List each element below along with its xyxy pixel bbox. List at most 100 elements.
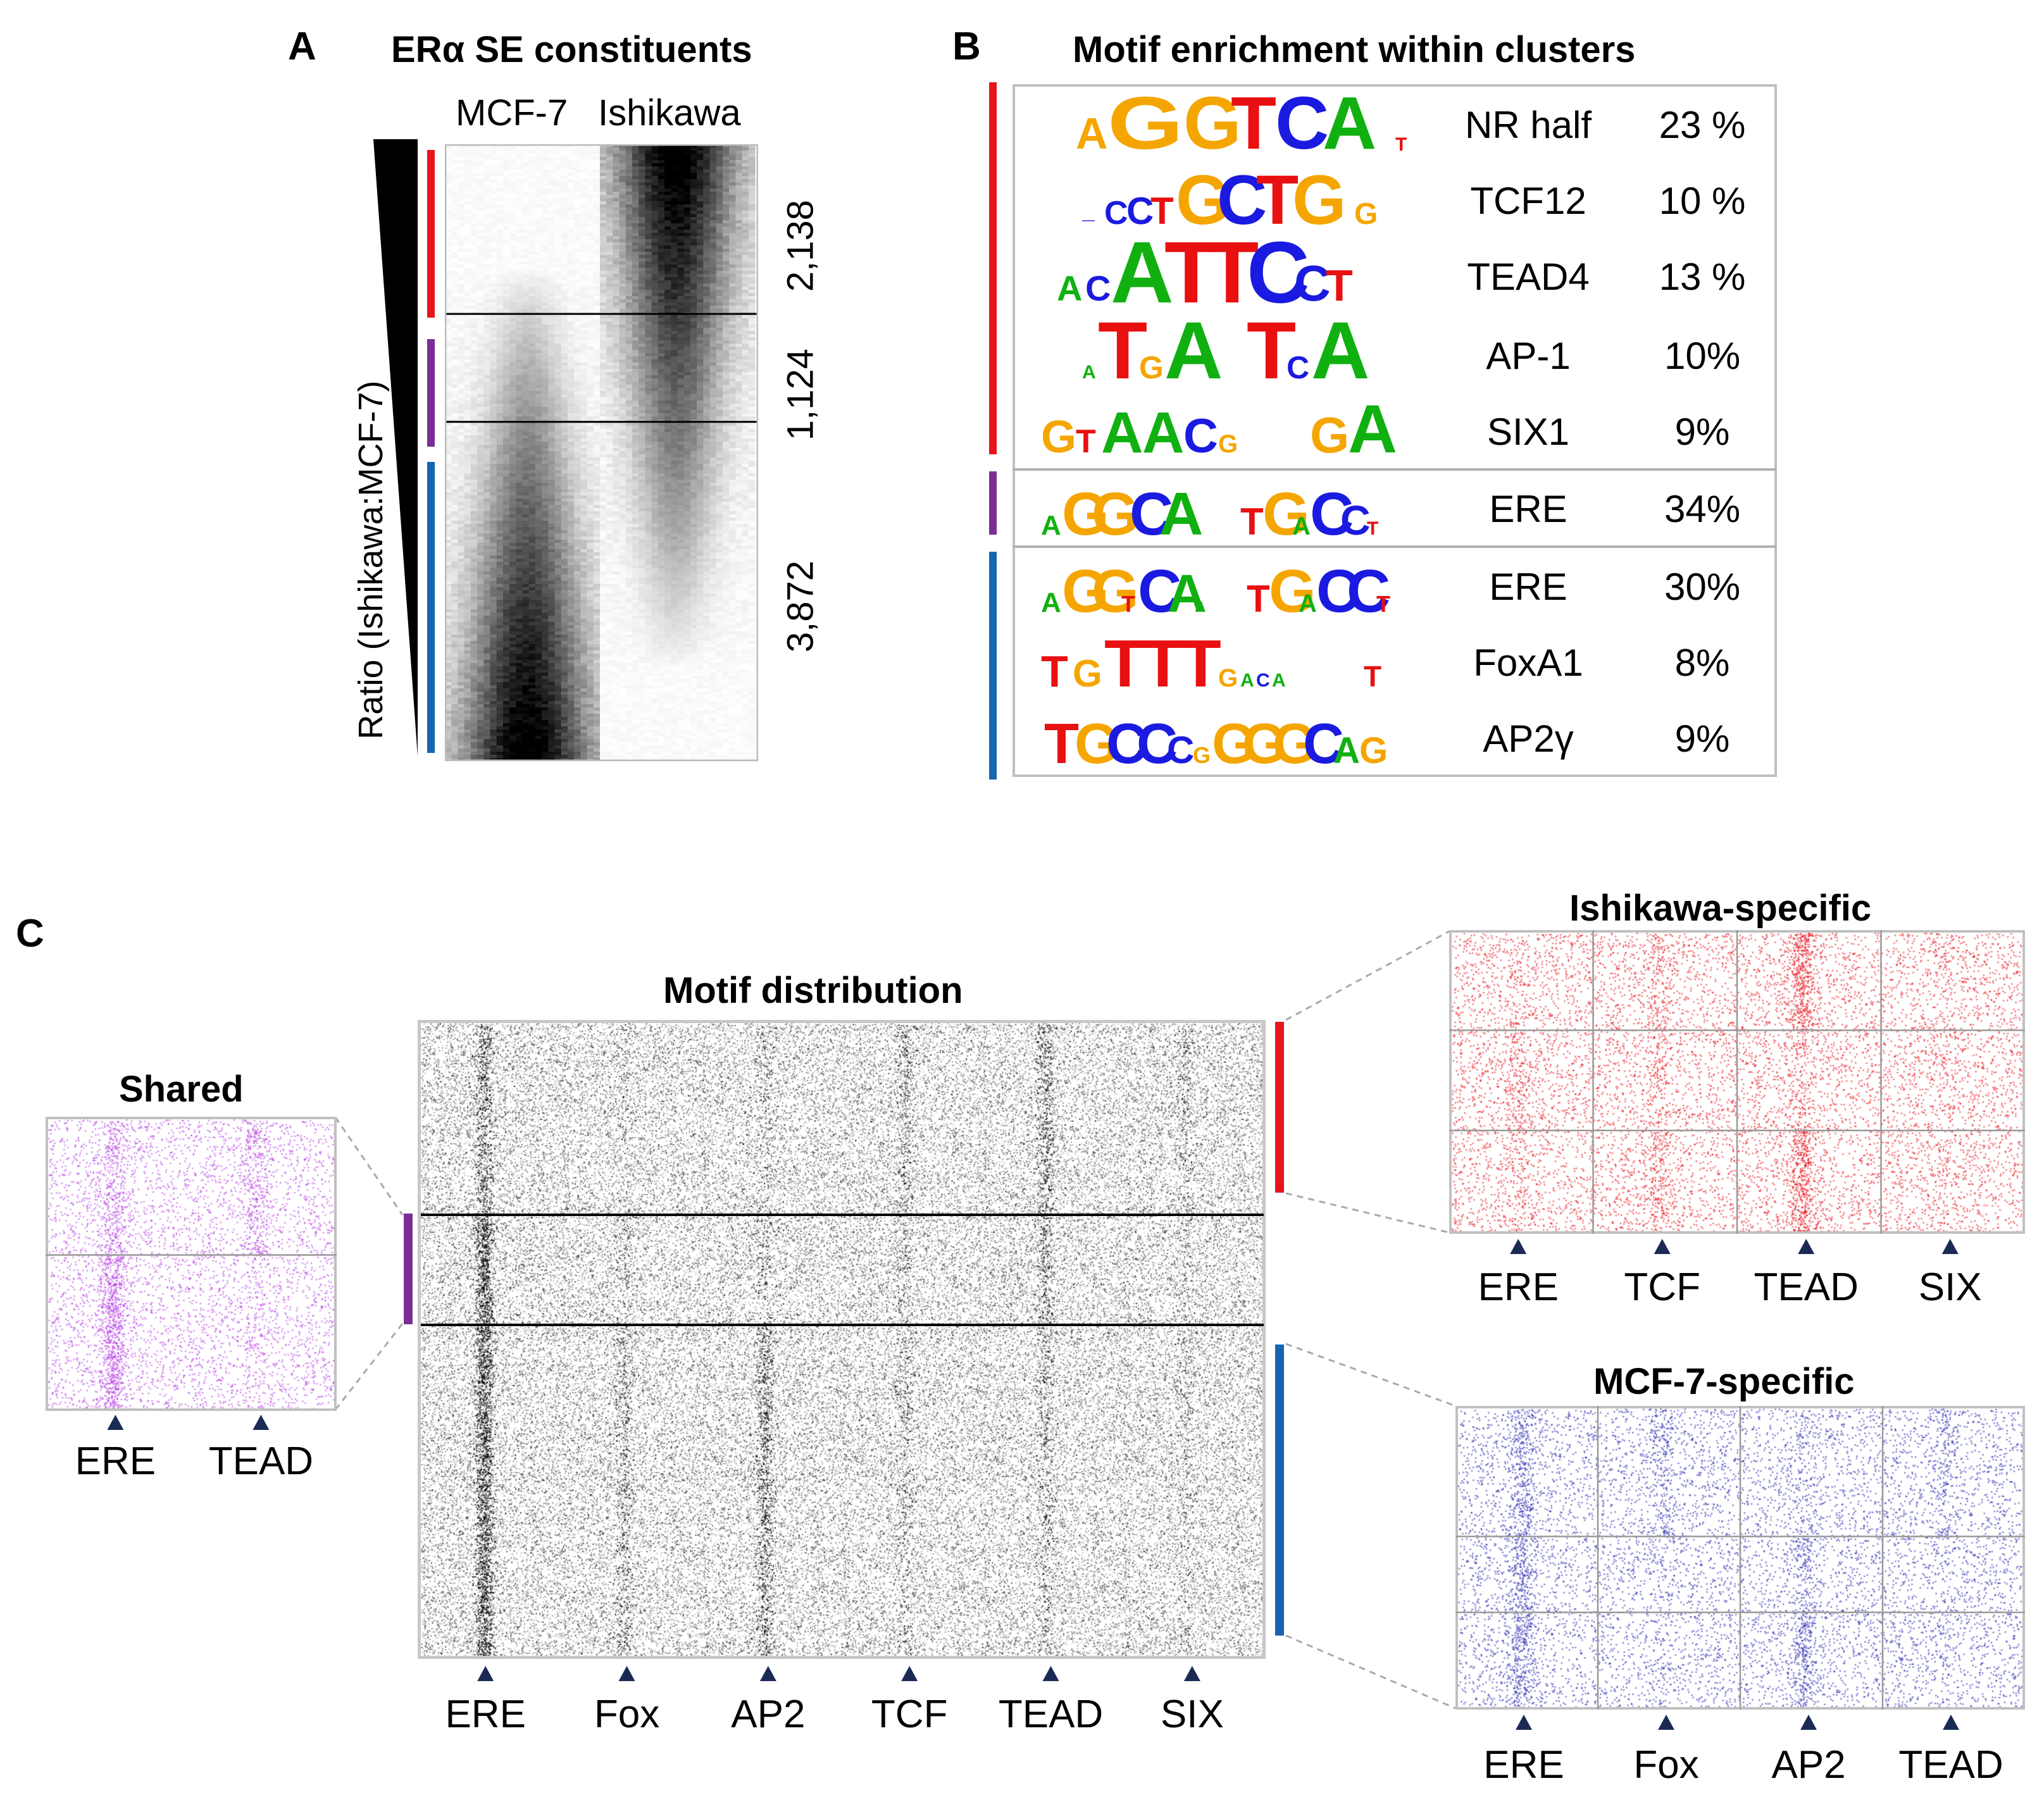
mcf7-specific-title: MCF-7-specific <box>1593 1361 1855 1402</box>
tick-marker-icon <box>1042 1666 1059 1681</box>
motif-group-bar-purple <box>989 471 997 535</box>
shared-grid <box>46 1254 337 1256</box>
tick-marker-icon <box>1510 1239 1527 1254</box>
ishikawa-specific-title: Ishikawa-specific <box>1569 888 1872 929</box>
panel-a-title: ERα SE constituents <box>391 29 752 70</box>
shared-scatter <box>48 1119 334 1408</box>
cluster-bar-purple-a <box>427 339 435 447</box>
tick-marker-icon <box>1654 1239 1671 1254</box>
ratio-axis-label: Ratio (Ishikawa:MCF-7) <box>352 380 390 740</box>
tick-label: AP2 <box>1771 1743 1845 1787</box>
motif-logo-ere-shared: A G G C A T G A C C T <box>1038 475 1424 541</box>
tick-label: AP2 <box>731 1693 805 1736</box>
tick-marker-icon <box>618 1666 635 1681</box>
panel-b-letter: B <box>952 25 981 68</box>
motif-logo-ere-mcf7: A G G T C A A T G A C C T <box>1038 552 1424 618</box>
motif-name-ap1: AP-1 <box>1486 335 1571 377</box>
panel-c-letter: C <box>16 912 44 955</box>
tick-marker-icon <box>759 1666 776 1681</box>
motif-name-six1: SIX1 <box>1486 411 1570 453</box>
zoom-guide-lines <box>334 930 1456 1710</box>
motif-name-ere-shared: ERE <box>1489 488 1567 530</box>
motif-pct-ap2g: 9% <box>1674 717 1730 760</box>
cluster-bar-blue-a <box>427 462 435 753</box>
tick-label: TEAD <box>1754 1265 1859 1309</box>
tick-marker-icon <box>1798 1239 1815 1254</box>
tick-label: TEAD <box>209 1439 313 1483</box>
tick-label: TEAD <box>1898 1743 2003 1787</box>
motif-logo-foxa1: T G T T T G A C A T <box>1038 626 1424 693</box>
cluster-bar-red-c <box>1275 1022 1284 1193</box>
motif-table-divider-2 <box>1013 545 1777 548</box>
tick-marker-icon <box>901 1666 918 1681</box>
tick-marker-icon <box>1183 1666 1200 1681</box>
motif-distribution-ticks: ERE Fox AP2 TCF TEAD SIX <box>445 1666 1224 1736</box>
tick-label: ERE <box>1483 1743 1564 1787</box>
motif-logo-tead4: A C A T T C C T <box>1038 234 1424 307</box>
motif-pct-ere-shared: 34% <box>1664 488 1741 530</box>
motif-logo-ap2g: T G C C C G G G G C A G <box>1038 701 1424 767</box>
cluster-boundary-line-1 <box>421 1214 1264 1216</box>
tick-label: TCF <box>871 1693 948 1736</box>
motif-distribution-title: Motif distribution <box>663 970 963 1011</box>
panel-a-letter: A <box>288 25 316 68</box>
tick-marker-icon <box>1658 1715 1674 1730</box>
motif-pct-foxa1: 8% <box>1674 642 1730 684</box>
tick-marker-icon <box>1800 1715 1817 1730</box>
tick-label: SIX <box>1161 1693 1224 1736</box>
tick-marker-icon <box>107 1415 124 1430</box>
mcf7-grid <box>1455 1406 2025 1710</box>
motif-logo-tcf12: — C C T G C T G G <box>1038 166 1424 232</box>
motif-logo-nr-half: A G G T C A T <box>1038 89 1424 155</box>
mcf7-ticks: ERE Fox AP2 TEAD <box>1483 1715 2003 1787</box>
motif-name-ap2g: AP2γ <box>1483 717 1574 760</box>
tick-label: ERE <box>1478 1265 1558 1309</box>
motif-distribution-scatter <box>421 1023 1262 1656</box>
motif-distribution-frame <box>418 1020 1266 1659</box>
cluster-boundary-line-2 <box>421 1324 1264 1326</box>
ishikawa-ticks: ERE TCF TEAD SIX <box>1478 1239 1982 1309</box>
motif-name-tead4: TEAD4 <box>1467 256 1590 298</box>
motif-pct-tead4: 13 % <box>1659 256 1746 298</box>
motif-name-foxa1: FoxA1 <box>1473 642 1583 684</box>
motif-table-divider-1 <box>1013 468 1777 471</box>
motif-name-ere-mcf7: ERE <box>1489 566 1567 608</box>
panel-b-title: Motif enrichment within clusters <box>1073 29 1636 70</box>
shared-ticks: ERE TEAD <box>75 1415 313 1483</box>
motif-group-bar-red <box>989 82 997 454</box>
tick-label: Fox <box>1633 1743 1698 1787</box>
cluster-bar-purple-c <box>404 1214 413 1324</box>
motif-pct-nr-half: 23 % <box>1659 104 1746 146</box>
ratio-triangle <box>373 139 418 756</box>
tick-marker-icon <box>252 1415 270 1430</box>
motif-logo-six1: G T A A C G G A <box>1038 389 1424 459</box>
cluster-count-3: 3,872 <box>780 560 821 653</box>
tick-marker-icon <box>1516 1715 1532 1730</box>
motif-pct-ere-mcf7: 30% <box>1664 566 1741 608</box>
shared-title: Shared <box>119 1069 244 1110</box>
motif-pct-ap1: 10% <box>1664 335 1741 377</box>
tick-marker-icon <box>1943 1715 1959 1730</box>
mcf7-column-label: MCF-7 <box>456 92 568 134</box>
tick-label: TCF <box>1624 1265 1700 1309</box>
motif-name-tcf12: TCF12 <box>1470 180 1586 222</box>
motif-group-bar-blue <box>989 552 997 779</box>
tick-label: Fox <box>594 1693 659 1736</box>
tick-label: SIX <box>1919 1265 1982 1309</box>
tick-label: ERE <box>445 1693 525 1736</box>
motif-table <box>1013 84 1777 777</box>
cluster-count-1: 2,138 <box>780 199 821 292</box>
tick-label: ERE <box>75 1439 156 1483</box>
cluster-bar-red-a <box>427 150 435 318</box>
chip-seq-heatmap <box>445 144 758 761</box>
ishikawa-grid <box>1449 930 2025 1234</box>
cluster-bar-blue-c <box>1275 1345 1284 1636</box>
tick-marker-icon <box>1941 1239 1959 1254</box>
tick-label: TEAD <box>999 1693 1103 1736</box>
motif-pct-six1: 9% <box>1674 411 1730 453</box>
ishikawa-column-label: Ishikawa <box>598 92 741 134</box>
cluster-count-2: 1,124 <box>780 348 821 441</box>
tick-marker-icon <box>477 1666 494 1681</box>
motif-pct-tcf12: 10 % <box>1659 180 1746 222</box>
motif-logo-ap1: A T G A T C A <box>1038 310 1424 383</box>
